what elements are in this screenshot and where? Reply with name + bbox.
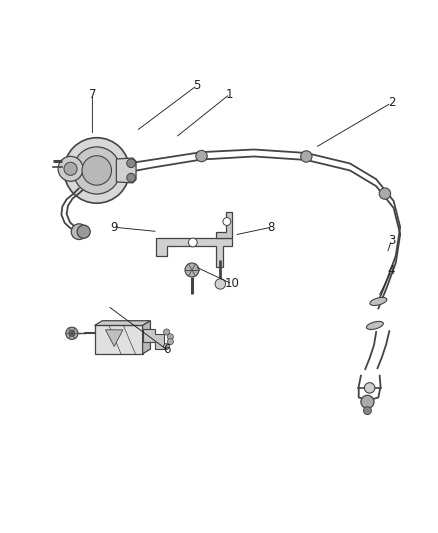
Text: 7: 7 bbox=[88, 87, 96, 101]
Ellipse shape bbox=[367, 321, 383, 329]
Circle shape bbox=[64, 138, 130, 203]
Circle shape bbox=[127, 173, 135, 182]
Text: 4: 4 bbox=[388, 264, 395, 277]
Circle shape bbox=[188, 238, 197, 247]
Text: 10: 10 bbox=[225, 278, 240, 290]
Circle shape bbox=[64, 162, 77, 175]
Circle shape bbox=[361, 395, 374, 408]
Polygon shape bbox=[95, 326, 143, 354]
Circle shape bbox=[300, 151, 312, 162]
Text: 9: 9 bbox=[110, 221, 118, 233]
Polygon shape bbox=[95, 321, 150, 326]
Circle shape bbox=[77, 225, 90, 238]
Text: 6: 6 bbox=[163, 343, 170, 356]
Ellipse shape bbox=[370, 297, 387, 305]
Circle shape bbox=[82, 156, 112, 185]
Text: 2: 2 bbox=[388, 96, 395, 109]
Circle shape bbox=[71, 224, 87, 239]
Circle shape bbox=[163, 329, 170, 335]
Circle shape bbox=[66, 327, 78, 340]
Polygon shape bbox=[117, 158, 136, 183]
Circle shape bbox=[185, 263, 199, 277]
Circle shape bbox=[223, 217, 231, 225]
Polygon shape bbox=[216, 212, 232, 238]
Circle shape bbox=[364, 407, 371, 415]
Text: 1: 1 bbox=[226, 87, 233, 101]
Circle shape bbox=[58, 156, 83, 181]
Circle shape bbox=[167, 338, 173, 345]
Text: 3: 3 bbox=[388, 234, 395, 247]
Polygon shape bbox=[143, 329, 163, 350]
Circle shape bbox=[163, 343, 170, 350]
Polygon shape bbox=[155, 238, 232, 266]
Circle shape bbox=[215, 279, 226, 289]
Polygon shape bbox=[106, 330, 123, 346]
Circle shape bbox=[167, 334, 173, 340]
Circle shape bbox=[364, 383, 375, 393]
Circle shape bbox=[69, 330, 75, 336]
Text: 8: 8 bbox=[268, 221, 275, 233]
Circle shape bbox=[127, 159, 135, 167]
Polygon shape bbox=[143, 321, 150, 354]
Circle shape bbox=[73, 147, 120, 194]
Text: 5: 5 bbox=[194, 79, 201, 92]
Circle shape bbox=[379, 188, 391, 199]
Circle shape bbox=[196, 150, 207, 161]
